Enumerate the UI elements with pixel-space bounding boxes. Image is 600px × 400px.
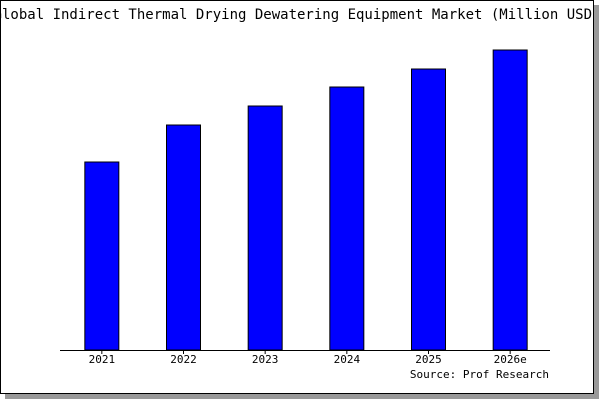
x-tick-label: 2026e — [494, 353, 527, 366]
bar — [84, 161, 120, 351]
bar — [247, 105, 283, 351]
chart-title: Global Indirect Thermal Drying Dewaterin… — [0, 7, 600, 23]
bar — [329, 86, 365, 351]
x-tick-label: 2024 — [334, 353, 361, 366]
x-tick-label: 2025 — [415, 353, 442, 366]
x-tick-label: 2023 — [252, 353, 279, 366]
bar — [166, 124, 201, 351]
bar — [492, 49, 528, 351]
x-tick-label: 2021 — [89, 353, 116, 366]
x-tick-label: 2022 — [170, 353, 197, 366]
source-note: Source: Prof Research — [410, 368, 549, 381]
bar — [411, 68, 446, 351]
